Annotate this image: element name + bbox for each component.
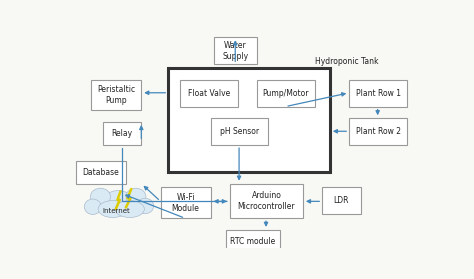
Ellipse shape — [98, 201, 128, 218]
Ellipse shape — [103, 191, 133, 212]
Text: Internet: Internet — [103, 208, 130, 214]
FancyBboxPatch shape — [349, 118, 407, 145]
FancyBboxPatch shape — [76, 160, 126, 184]
FancyBboxPatch shape — [214, 37, 257, 64]
Text: LDR: LDR — [334, 196, 349, 205]
Text: Hydroponic Tank: Hydroponic Tank — [315, 57, 378, 66]
FancyBboxPatch shape — [226, 230, 280, 253]
FancyBboxPatch shape — [322, 187, 361, 215]
Text: Water
Supply: Water Supply — [223, 41, 249, 61]
FancyBboxPatch shape — [230, 184, 303, 218]
FancyBboxPatch shape — [210, 118, 268, 145]
Ellipse shape — [126, 188, 146, 205]
FancyBboxPatch shape — [103, 122, 141, 145]
Ellipse shape — [91, 188, 110, 205]
FancyBboxPatch shape — [161, 187, 210, 218]
Ellipse shape — [115, 201, 145, 218]
Ellipse shape — [84, 199, 101, 215]
Text: Plant Row 1: Plant Row 1 — [356, 89, 401, 98]
FancyBboxPatch shape — [91, 80, 141, 110]
Text: Wi-Fi
Module: Wi-Fi Module — [172, 193, 200, 213]
Text: Relay: Relay — [111, 129, 133, 138]
Text: Database: Database — [82, 168, 119, 177]
Text: Peristaltic
Pump: Peristaltic Pump — [97, 85, 135, 105]
FancyBboxPatch shape — [180, 80, 237, 107]
Text: RTC module: RTC module — [230, 237, 275, 246]
Text: pH Sensor: pH Sensor — [220, 127, 259, 136]
FancyBboxPatch shape — [168, 68, 330, 172]
Text: Pump/Motor: Pump/Motor — [263, 89, 309, 98]
FancyBboxPatch shape — [257, 80, 315, 107]
Text: Plant Row 2: Plant Row 2 — [356, 127, 401, 136]
Text: Float Valve: Float Valve — [188, 89, 230, 98]
FancyBboxPatch shape — [349, 80, 407, 107]
Text: Arduino
Microcontroller: Arduino Microcontroller — [237, 191, 295, 211]
Ellipse shape — [137, 198, 154, 214]
